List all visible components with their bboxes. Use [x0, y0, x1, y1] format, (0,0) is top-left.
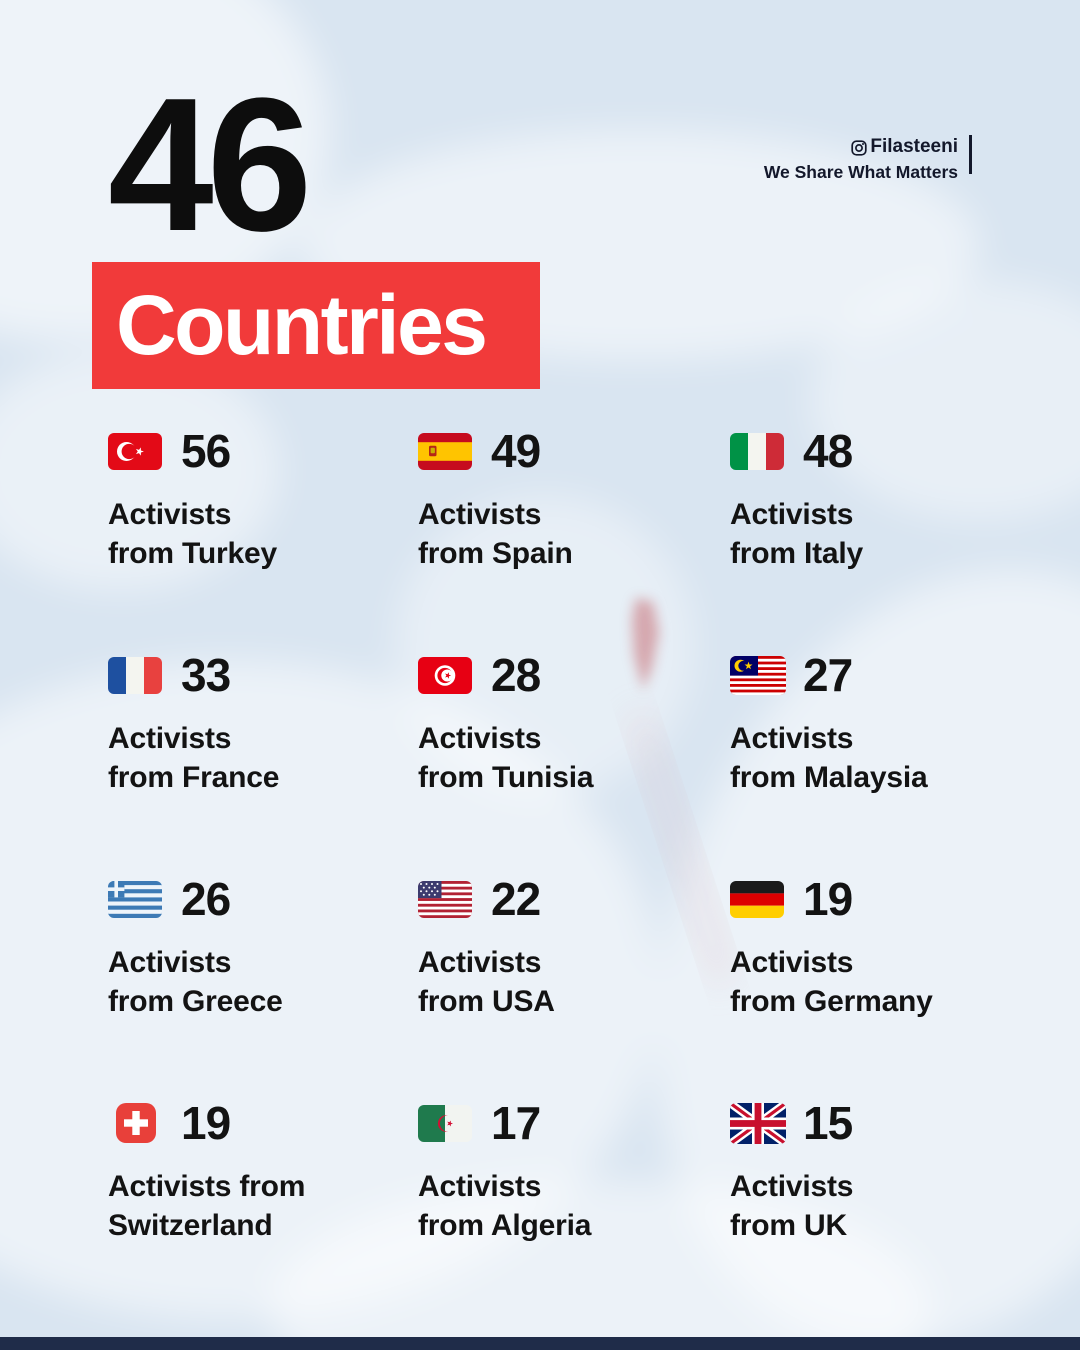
- label-line1: Activists: [418, 1170, 542, 1203]
- label-line2: from Turkey: [108, 536, 277, 570]
- brand-block: Filasteeni We Share What Matters: [764, 136, 958, 182]
- country-cell-italy: 48 Activists from Italy: [730, 424, 1050, 648]
- label-line1: Activists: [108, 722, 232, 755]
- label-line1: Activists: [108, 946, 232, 979]
- label-line1: Activists: [418, 946, 542, 979]
- algeria-flag-icon: [418, 1104, 474, 1142]
- country-grid: 56 Activists from Turkey 49: [108, 424, 1050, 1320]
- headline-title: Countries: [116, 278, 488, 372]
- label-line1: Activists: [108, 498, 232, 531]
- activist-label: Activists from USA: [418, 944, 730, 1021]
- germany-flag-icon: [730, 880, 786, 918]
- activist-label: Activists from Turkey: [108, 496, 418, 573]
- activist-count: 19: [803, 873, 853, 925]
- switzerland-flag-icon: [108, 1103, 164, 1143]
- country-cell-malaysia: 27 Activists from Malaysia: [730, 648, 1050, 872]
- activist-count: 28: [491, 649, 541, 701]
- country-cell-france: 33 Activists from France: [108, 648, 418, 872]
- uk-flag-icon: [730, 1102, 786, 1144]
- label-line2: Switzerland: [108, 1208, 273, 1242]
- label-line1: Activists: [730, 498, 854, 531]
- activist-label: Activists from Greece: [108, 944, 418, 1021]
- headline-title-box: Countries: [92, 262, 540, 389]
- label-line2: from Italy: [730, 536, 864, 570]
- activist-label: Activists from Algeria: [418, 1168, 730, 1245]
- turkey-flag-icon: [108, 432, 164, 470]
- label-line2: from USA: [418, 984, 555, 1018]
- label-line2: from Spain: [418, 536, 573, 570]
- label-line1: Activists: [730, 946, 854, 979]
- spain-flag-icon: [418, 432, 474, 470]
- activist-count: 49: [491, 425, 541, 477]
- activist-label: Activists from Switzerland: [108, 1168, 418, 1245]
- label-line2: from Tunisia: [418, 760, 594, 794]
- activist-count: 26: [181, 873, 231, 925]
- brand-divider: [969, 135, 972, 174]
- activist-count: 48: [803, 425, 853, 477]
- france-flag-icon: [108, 656, 164, 694]
- label-line1: Activists: [418, 498, 542, 531]
- headline-number: 46: [108, 59, 312, 271]
- greece-flag-icon: [108, 880, 164, 918]
- label-line2: from Algeria: [418, 1208, 592, 1242]
- instagram-icon: [851, 140, 867, 156]
- country-cell-tunisia: 28 Activists from Tunisia: [418, 648, 730, 872]
- activist-count: 56: [181, 425, 231, 477]
- label-line1: Activists from: [108, 1170, 306, 1203]
- activist-count: 17: [491, 1097, 541, 1149]
- activist-count: 33: [181, 649, 231, 701]
- malaysia-flag-icon: [730, 655, 786, 695]
- activist-count: 15: [803, 1097, 853, 1149]
- country-cell-greece: 26 Activists from Greece: [108, 872, 418, 1096]
- label-line2: from Malaysia: [730, 760, 928, 794]
- activist-label: Activists from Tunisia: [418, 720, 730, 797]
- tunisia-flag-icon: [418, 656, 474, 694]
- country-cell-spain: 49 Activists from Spain: [418, 424, 730, 648]
- activist-count: 22: [491, 873, 541, 925]
- activist-label: Activists from UK: [730, 1168, 1050, 1245]
- country-cell-uk: 15 Activists from UK: [730, 1096, 1050, 1320]
- activist-count: 19: [181, 1097, 231, 1149]
- country-cell-turkey: 56 Activists from Turkey: [108, 424, 418, 648]
- label-line1: Activists: [418, 722, 542, 755]
- label-line2: from France: [108, 760, 280, 794]
- activist-label: Activists from Spain: [418, 496, 730, 573]
- label-line1: Activists: [730, 1170, 854, 1203]
- activist-label: Activists from Germany: [730, 944, 1050, 1021]
- label-line2: from Germany: [730, 984, 933, 1018]
- usa-flag-icon: [418, 880, 474, 918]
- label-line2: from UK: [730, 1208, 847, 1242]
- activist-label: Activists from Malaysia: [730, 720, 1050, 797]
- label-line2: from Greece: [108, 984, 283, 1018]
- country-cell-algeria: 17 Activists from Algeria: [418, 1096, 730, 1320]
- label-line1: Activists: [730, 722, 854, 755]
- activist-label: Activists from Italy: [730, 496, 1050, 573]
- italy-flag-icon: [730, 432, 786, 470]
- brand-tagline: We Share What Matters: [763, 161, 958, 182]
- palestine-map-highlight: [628, 598, 735, 985]
- country-cell-germany: 19 Activists from Germany: [730, 872, 1050, 1096]
- footer-bar: [0, 1337, 1080, 1350]
- activist-count: 27: [803, 649, 853, 701]
- country-cell-usa: 22 Activists from USA: [418, 872, 730, 1096]
- brand-handle-text: Filasteeni: [870, 136, 958, 157]
- brand-handle: Filasteeni: [851, 136, 958, 158]
- country-cell-switzerland: 19 Activists from Switzerland: [108, 1096, 418, 1320]
- activist-label: Activists from France: [108, 720, 418, 797]
